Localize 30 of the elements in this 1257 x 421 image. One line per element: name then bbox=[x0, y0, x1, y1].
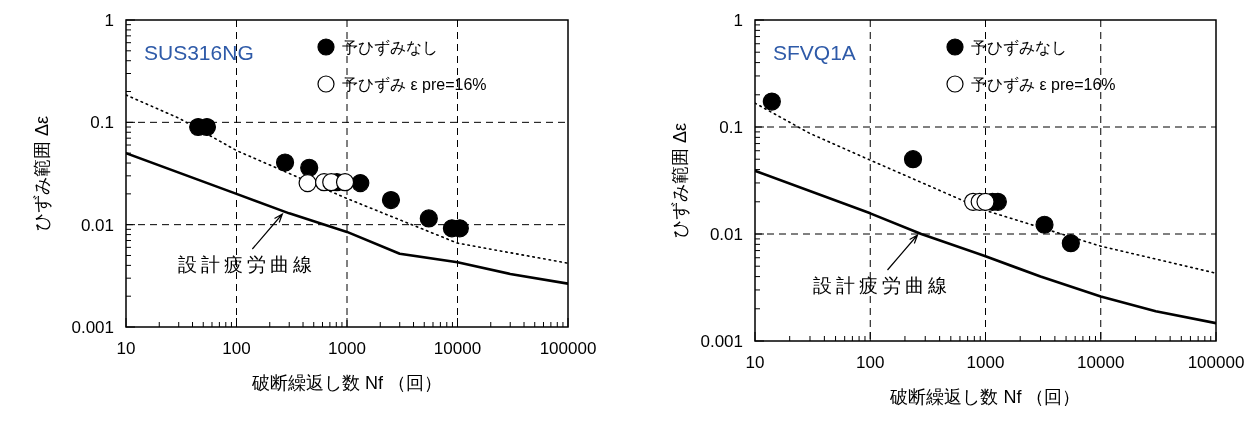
x-tick-label: 10 bbox=[116, 339, 136, 358]
y-tick-label: 0.001 bbox=[71, 318, 114, 337]
y-tick-label: 0.1 bbox=[90, 113, 114, 133]
y-tick-label: 1 bbox=[104, 11, 114, 30]
y-tick-label: 0.01 bbox=[709, 225, 743, 244]
x-tick-label: 10000 bbox=[433, 339, 482, 358]
legend-label: 予ひずみ ε pre=16% bbox=[971, 76, 1116, 94]
x-tick-label: 100000 bbox=[1187, 353, 1245, 372]
y-axis-title: ひずみ範囲 Δε bbox=[670, 122, 690, 239]
legend-label: 予ひずみ ε pre=16% bbox=[342, 76, 487, 94]
y-tick-label: 0.001 bbox=[700, 332, 743, 351]
text: SUS316NG bbox=[144, 41, 254, 64]
x-tick-label: 100 bbox=[856, 353, 885, 372]
x-axis-title: 破断繰返し数 Nf （回） bbox=[889, 387, 1081, 407]
legend-label: 予ひずみなし bbox=[342, 39, 438, 57]
x-tick-label: 10 bbox=[745, 353, 765, 372]
x-axis-title: 破断繰返し数 Nf （回） bbox=[250, 373, 443, 393]
annotation: 設計疲労曲線 bbox=[813, 275, 952, 296]
y-tick-label: 0.1 bbox=[719, 118, 743, 137]
x-tick-label: 100000 bbox=[539, 339, 597, 358]
x-tick-label: 1000 bbox=[966, 353, 1005, 372]
text: SFVQ1A bbox=[773, 41, 856, 64]
annotation: 設計疲労曲線 bbox=[178, 254, 317, 276]
x-tick-label: 100 bbox=[222, 339, 251, 358]
y-tick-label: 0.01 bbox=[80, 215, 114, 235]
y-tick-label: 1 bbox=[733, 11, 743, 30]
y-axis-title: ひずみ範囲 Δε bbox=[32, 115, 52, 232]
legend-label: 予ひずみなし bbox=[971, 39, 1067, 57]
x-tick-label: 10000 bbox=[1077, 353, 1125, 372]
x-tick-label: 1000 bbox=[328, 339, 366, 358]
